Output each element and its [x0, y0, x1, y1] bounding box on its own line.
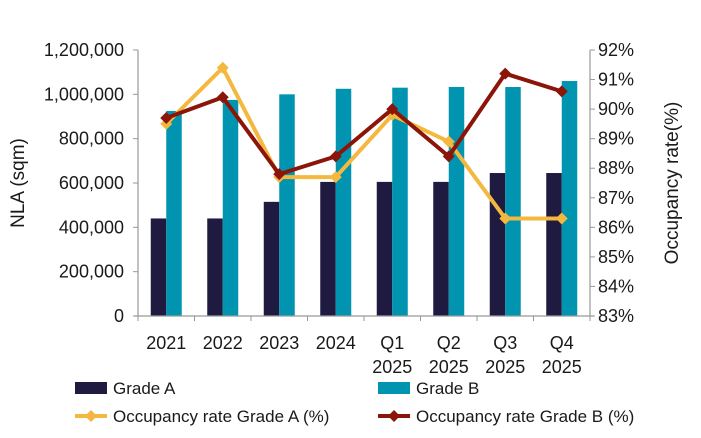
y2-tick-label: 90%	[598, 99, 634, 119]
y-tick-label: 1,200,000	[44, 40, 124, 60]
bar-grade-b	[279, 94, 295, 316]
line-marker	[555, 212, 568, 225]
bar-grade-a	[150, 218, 167, 316]
y2-tick-label: 84%	[598, 276, 634, 296]
axes: 0 200,000 400,000 600,000 800,000 1,000,000 1,…	[44, 40, 634, 377]
bar-grade-b	[505, 87, 521, 316]
y-tick-label: 600,000	[59, 173, 124, 193]
x-tick-label: 2021	[146, 333, 186, 353]
x-tick-label: 2025	[429, 357, 469, 377]
legend-marker	[85, 410, 97, 422]
x-tick-label: 2024	[316, 333, 356, 353]
bar-grade-a	[207, 218, 223, 316]
bar-grade-a	[489, 173, 506, 316]
line-marker	[329, 171, 342, 184]
y2-tick-label: 89%	[598, 129, 634, 149]
x-tick-label: Q4	[550, 333, 574, 353]
bar-grade-a	[376, 181, 393, 316]
x-tick-label: Q1	[380, 333, 404, 353]
x-tick-label: Q2	[437, 333, 461, 353]
y-tick-label: 1,000,000	[44, 84, 124, 104]
bar-grade-b	[222, 99, 239, 316]
x-tick-label: 2025	[542, 357, 582, 377]
line-marker	[273, 168, 286, 181]
y2-tick-label: 85%	[598, 247, 634, 267]
y-tick-label: 200,000	[59, 262, 124, 282]
bar-grade-a	[546, 173, 562, 316]
line-series-2	[165, 71, 563, 177]
y-tick-label: 0	[114, 306, 124, 326]
x-tick-label: 2023	[259, 333, 299, 353]
legend-marker	[388, 410, 400, 422]
x-tick-label: Q3	[493, 333, 517, 353]
legend-label: Occupancy rate Grade A (%)	[113, 407, 329, 426]
bar-grade-b	[448, 87, 465, 316]
x-tick-label: 2025	[372, 357, 412, 377]
legend-label: Grade B	[416, 379, 479, 398]
bar-grade-a	[320, 181, 336, 316]
line-marker	[216, 91, 229, 104]
y2-tick-label: 88%	[598, 158, 634, 178]
line-marker	[442, 135, 455, 148]
line-series-1	[164, 65, 562, 221]
legend-swatch	[75, 382, 107, 394]
line-marker	[499, 212, 512, 225]
y2-tick-label: 83%	[598, 306, 634, 326]
y2-tick-label: 87%	[598, 188, 634, 208]
y2-tick-label: 92%	[598, 40, 634, 60]
y-tick-label: 400,000	[59, 217, 124, 237]
line-marker	[499, 67, 512, 80]
legend-swatch	[378, 382, 410, 394]
y-axis-title: NLA (sqm)	[8, 138, 29, 228]
bar-grade-a	[433, 181, 449, 316]
legend: Grade A Grade B Occupancy rate Grade A (%)…	[75, 379, 634, 426]
x-tick-label: 2022	[203, 333, 243, 353]
line-marker	[216, 61, 229, 74]
bar-grade-b	[561, 81, 578, 317]
bar-grade-b	[335, 88, 352, 317]
lines	[160, 61, 568, 225]
y2-tick-label: 91%	[598, 70, 634, 90]
line-marker	[386, 103, 399, 116]
legend-label: Occupancy rate Grade B (%)	[416, 407, 634, 426]
bar-grade-b	[166, 110, 182, 316]
line-marker	[442, 150, 455, 163]
line-marker	[555, 85, 568, 98]
x-tick-label: 2025	[485, 357, 525, 377]
y2-tick-label: 86%	[598, 217, 634, 237]
y2-axis-title: Occupancy rate(%)	[662, 102, 683, 265]
bar-grade-a	[263, 201, 280, 316]
y-tick-label: 800,000	[59, 129, 124, 149]
bar-grade-b	[392, 87, 408, 316]
line-marker	[329, 150, 342, 163]
line-marker	[160, 111, 173, 124]
bars	[150, 81, 578, 317]
legend-label: Grade A	[113, 379, 176, 398]
